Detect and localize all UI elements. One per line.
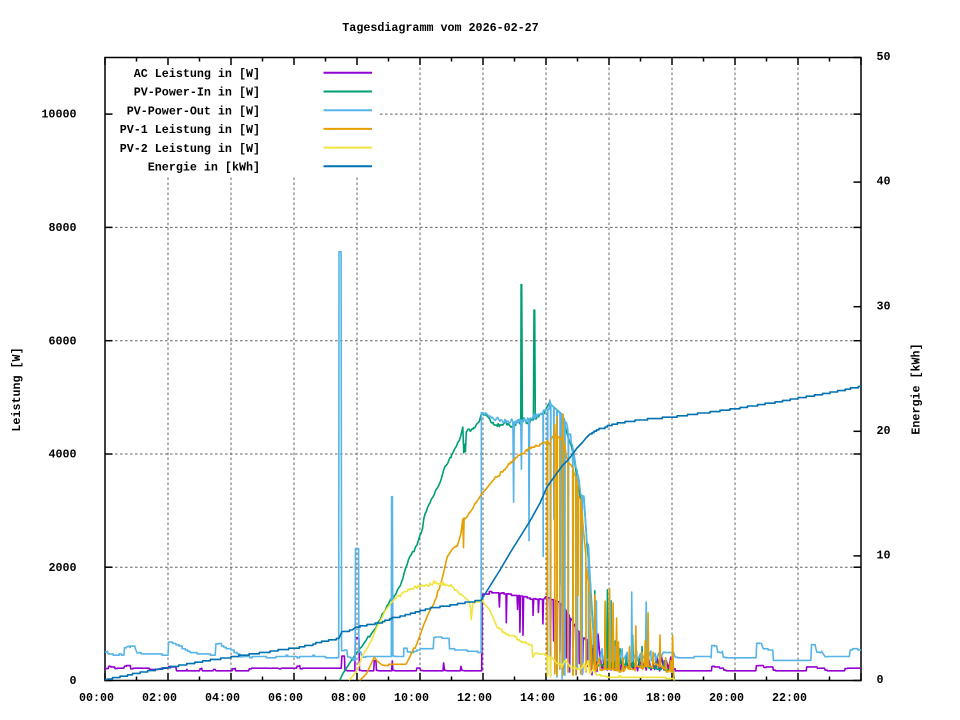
svg-text:PV-Power-Out in [W]: PV-Power-Out in [W]: [127, 104, 260, 118]
svg-text:20:00: 20:00: [709, 691, 744, 705]
svg-text:4000: 4000: [48, 448, 76, 462]
svg-text:10:00: 10:00: [394, 691, 429, 705]
svg-text:40: 40: [877, 175, 891, 189]
svg-text:16:00: 16:00: [583, 691, 618, 705]
svg-text:08:00: 08:00: [331, 691, 366, 705]
svg-text:0: 0: [69, 674, 76, 688]
svg-text:06:00: 06:00: [268, 691, 303, 705]
svg-text:10: 10: [877, 549, 891, 563]
svg-text:6000: 6000: [48, 334, 76, 348]
svg-text:PV-1 Leistung in [W]: PV-1 Leistung in [W]: [120, 123, 260, 137]
svg-text:Energie [kWh]: Energie [kWh]: [910, 343, 924, 434]
svg-text:Tagesdiagramm vom 2026-02-27: Tagesdiagramm vom 2026-02-27: [342, 21, 538, 35]
svg-text:PV-Power-In in [W]: PV-Power-In in [W]: [134, 86, 260, 100]
svg-text:2000: 2000: [48, 561, 76, 575]
svg-text:10000: 10000: [41, 108, 76, 122]
svg-text:0: 0: [877, 673, 884, 687]
svg-text:Energie in [kWh]: Energie in [kWh]: [148, 161, 260, 175]
svg-text:30: 30: [877, 299, 891, 313]
svg-text:22:00: 22:00: [772, 691, 807, 705]
svg-text:50: 50: [877, 50, 891, 64]
svg-text:12:00: 12:00: [457, 691, 492, 705]
svg-text:Leistung [W]: Leistung [W]: [10, 347, 24, 431]
svg-text:18:00: 18:00: [646, 691, 681, 705]
svg-text:00:00: 00:00: [79, 691, 114, 705]
svg-text:04:00: 04:00: [205, 691, 240, 705]
svg-text:8000: 8000: [48, 221, 76, 235]
svg-text:PV-2 Leistung in [W]: PV-2 Leistung in [W]: [120, 142, 260, 156]
svg-text:02:00: 02:00: [142, 691, 177, 705]
svg-text:14:00: 14:00: [520, 691, 555, 705]
svg-text:AC Leistung in [W]: AC Leistung in [W]: [134, 67, 260, 81]
svg-text:20: 20: [877, 424, 891, 438]
